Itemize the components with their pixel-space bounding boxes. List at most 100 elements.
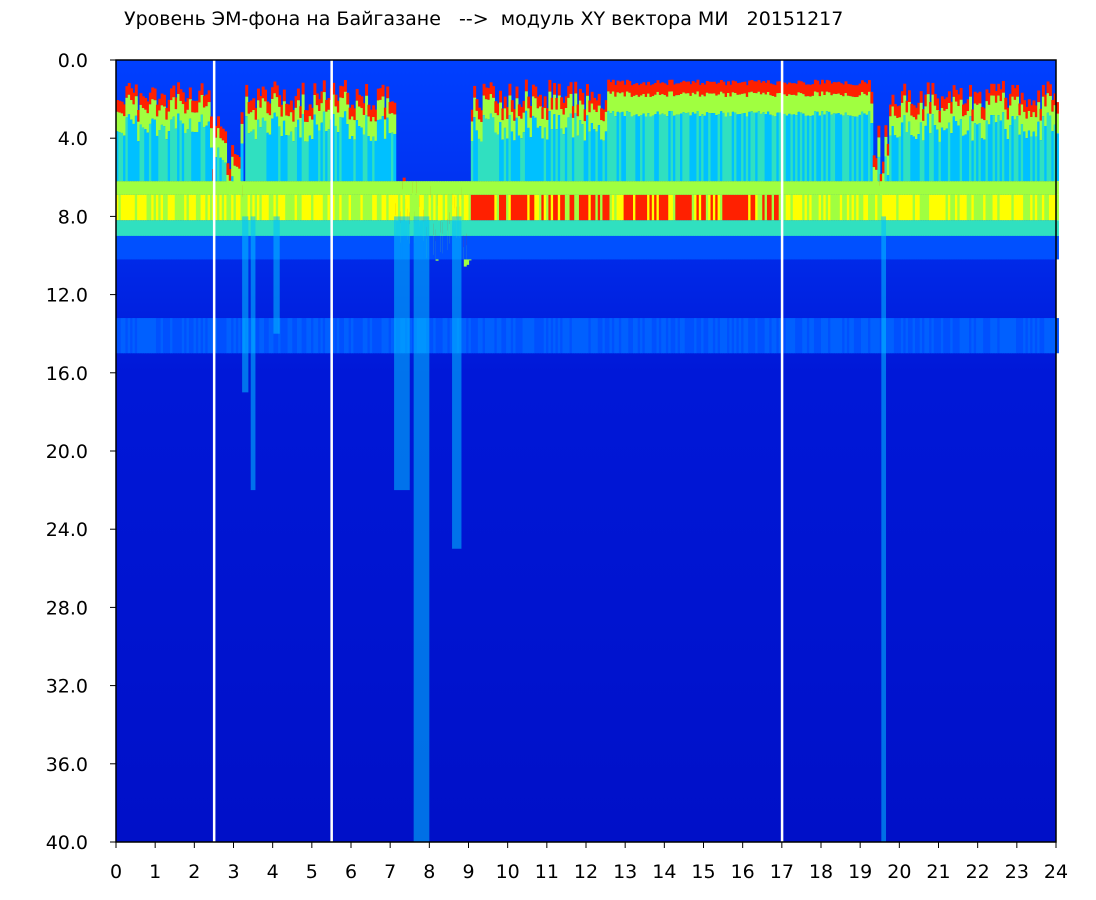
- time-column: [783, 82, 787, 354]
- time-column: [390, 101, 394, 354]
- time-column: [261, 86, 265, 354]
- time-column: [1025, 106, 1029, 354]
- time-column: [835, 82, 839, 354]
- time-column: [571, 106, 575, 354]
- time-column: [743, 81, 747, 354]
- time-column: [482, 83, 486, 354]
- time-column: [865, 83, 869, 354]
- time-column: [527, 96, 531, 354]
- time-column: [445, 181, 448, 354]
- time-column: [480, 110, 484, 354]
- time-column: [562, 102, 566, 354]
- time-column: [952, 85, 956, 354]
- time-column: [999, 89, 1003, 354]
- time-column: [313, 83, 317, 354]
- time-column: [757, 80, 761, 354]
- time-column: [374, 109, 378, 354]
- time-column: [388, 102, 392, 354]
- time-column: [437, 181, 441, 354]
- time-column: [647, 81, 651, 354]
- time-column: [846, 84, 850, 354]
- time-column: [186, 98, 190, 354]
- time-column: [938, 110, 942, 354]
- time-column: [534, 86, 538, 354]
- x-tick-label: 21: [926, 861, 950, 883]
- time-column: [191, 100, 195, 354]
- time-column: [355, 88, 359, 354]
- time-column: [611, 79, 615, 354]
- time-column: [994, 91, 998, 354]
- time-column: [623, 84, 627, 354]
- x-tick-label: 19: [848, 861, 872, 883]
- time-column: [687, 81, 690, 354]
- time-column: [266, 101, 270, 354]
- time-column: [625, 79, 629, 354]
- time-column: [501, 108, 505, 354]
- y-tick-label: 36.0: [46, 754, 88, 776]
- time-column: [158, 98, 162, 354]
- time-column: [358, 94, 361, 354]
- time-column: [529, 105, 533, 354]
- time-column: [294, 96, 298, 354]
- time-column: [219, 126, 223, 354]
- time-column: [334, 94, 338, 354]
- time-column: [811, 84, 815, 354]
- time-column: [372, 105, 376, 354]
- time-column: [922, 109, 925, 354]
- time-column: [745, 85, 749, 354]
- time-column: [917, 102, 921, 354]
- time-column: [675, 83, 679, 354]
- time-column: [489, 82, 493, 354]
- time-column: [962, 104, 965, 354]
- time-column: [802, 82, 806, 354]
- time-column: [966, 99, 970, 354]
- time-column: [719, 79, 723, 354]
- time-column: [804, 84, 808, 354]
- time-column: [473, 85, 477, 354]
- time-column: [597, 93, 601, 354]
- time-column: [287, 104, 291, 354]
- x-tick-label: 4: [267, 861, 279, 883]
- time-column: [708, 81, 712, 354]
- time-column: [936, 98, 940, 354]
- time-column: [842, 84, 846, 354]
- time-column: [165, 107, 169, 354]
- time-column: [369, 109, 373, 354]
- time-column: [900, 91, 904, 354]
- time-column: [886, 143, 890, 354]
- time-column: [987, 93, 991, 354]
- time-column: [1046, 81, 1050, 354]
- time-column: [640, 83, 643, 354]
- time-column: [990, 83, 994, 354]
- time-column: [607, 79, 611, 354]
- time-column: [997, 83, 1001, 354]
- time-column: [1034, 105, 1038, 354]
- time-column: [193, 100, 197, 354]
- time-column: [823, 83, 827, 354]
- time-column: [362, 103, 366, 354]
- time-column: [306, 110, 310, 354]
- time-column: [684, 81, 688, 354]
- time-column: [776, 81, 780, 354]
- time-column: [524, 79, 528, 354]
- time-column: [231, 145, 235, 354]
- time-column: [821, 79, 824, 354]
- time-column: [971, 109, 975, 354]
- time-column: [170, 88, 173, 354]
- time-column: [1051, 99, 1055, 354]
- time-column: [964, 103, 968, 354]
- time-column: [891, 94, 895, 354]
- time-column: [837, 81, 841, 354]
- time-column: [550, 97, 554, 354]
- time-column: [574, 81, 578, 354]
- data-gap: [330, 60, 333, 842]
- x-tick-label: 13: [613, 861, 637, 883]
- y-tick-label: 28.0: [46, 597, 88, 619]
- time-column: [741, 82, 745, 354]
- x-tick-label: 0: [110, 861, 122, 883]
- time-column: [569, 82, 573, 354]
- time-column: [174, 97, 178, 354]
- time-column: [959, 88, 963, 354]
- time-column: [727, 81, 730, 354]
